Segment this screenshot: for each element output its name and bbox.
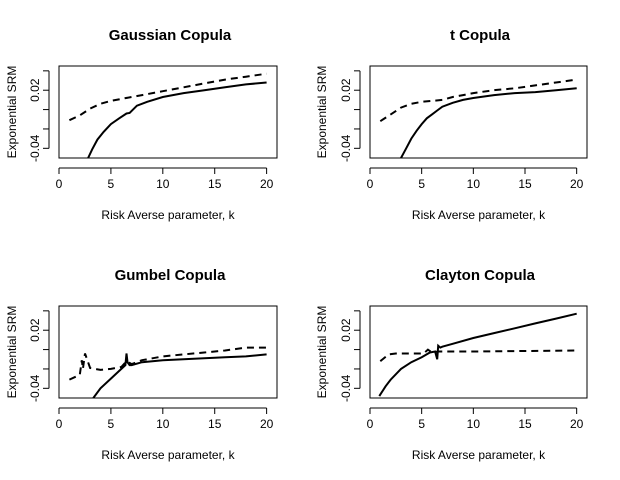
y-tick-label: -0.04 bbox=[28, 134, 42, 162]
x-axis-label: Risk Averse parameter, k bbox=[412, 448, 546, 462]
x-axis-label: Risk Averse parameter, k bbox=[101, 448, 235, 462]
x-tick-label: 20 bbox=[260, 417, 274, 431]
x-tick-label: 0 bbox=[56, 177, 63, 191]
y-axis: -0.04 0.02 bbox=[339, 310, 361, 402]
plot-frame bbox=[369, 65, 588, 159]
x-tick-label: 20 bbox=[570, 177, 584, 191]
x-tick-label: 20 bbox=[570, 417, 584, 431]
x-tick-label: 10 bbox=[467, 417, 481, 431]
y-axis: -0.04 0.02 bbox=[28, 70, 50, 162]
panel-1: Gaussian Copula 0 5 10 15 20 Risk Averse param… bbox=[5, 27, 278, 222]
y-tick-label: 0.02 bbox=[339, 78, 353, 102]
series-dashed-line bbox=[379, 348, 577, 362]
x-tick-label: 0 bbox=[56, 417, 63, 431]
plot-frame bbox=[58, 65, 278, 159]
chart-title: Clayton Copula bbox=[425, 267, 536, 284]
x-axis: 0 5 10 15 20 bbox=[367, 407, 584, 431]
chart-title: t Copula bbox=[450, 27, 511, 44]
x-tick-label: 15 bbox=[208, 417, 222, 431]
chart-title: Gaussian Copula bbox=[109, 27, 232, 44]
y-tick-label: 0.02 bbox=[28, 318, 42, 342]
series-dashed-line bbox=[68, 346, 267, 381]
y-axis-label: Exponential SRM bbox=[315, 66, 329, 159]
plot-frame bbox=[369, 305, 588, 399]
x-axis: 0 5 10 15 20 bbox=[367, 167, 584, 191]
chart-title: Gumbel Copula bbox=[115, 267, 226, 284]
y-axis-label: Exponential SRM bbox=[5, 66, 19, 159]
panel-3: Gumbel Copula 0 5 10 15 20 Risk Averse paramet… bbox=[5, 267, 278, 462]
x-tick-label: 20 bbox=[260, 177, 274, 191]
y-tick-label: -0.04 bbox=[339, 134, 353, 162]
series-solid-line bbox=[92, 353, 267, 398]
series-dashed-line bbox=[68, 72, 267, 122]
series-solid-line bbox=[87, 81, 267, 158]
y-tick-label: -0.04 bbox=[28, 374, 42, 402]
y-axis: -0.04 0.02 bbox=[339, 70, 361, 162]
y-tick-label: 0.02 bbox=[339, 318, 353, 342]
x-tick-label: 10 bbox=[156, 417, 170, 431]
panel-2: t Copula 0 5 10 15 20 Risk Averse parameter, k… bbox=[315, 27, 588, 222]
x-axis-label: Risk Averse parameter, k bbox=[101, 208, 235, 222]
x-tick-label: 10 bbox=[467, 177, 481, 191]
x-tick-label: 15 bbox=[208, 177, 222, 191]
x-tick-label: 15 bbox=[518, 177, 532, 191]
series-solid-line bbox=[400, 87, 577, 158]
x-tick-label: 10 bbox=[156, 177, 170, 191]
x-axis-label: Risk Averse parameter, k bbox=[412, 208, 546, 222]
y-axis-label: Exponential SRM bbox=[5, 306, 19, 399]
y-axis: -0.04 0.02 bbox=[28, 310, 50, 402]
y-tick-label: 0.02 bbox=[28, 78, 42, 102]
x-tick-label: 0 bbox=[367, 177, 374, 191]
panel-4: Clayton Copula 0 5 10 15 20 Risk Averse parame… bbox=[315, 267, 588, 462]
series-dashed-line bbox=[379, 78, 577, 123]
x-tick-label: 15 bbox=[518, 417, 532, 431]
plot-frame bbox=[58, 305, 278, 399]
x-tick-label: 5 bbox=[418, 417, 425, 431]
x-tick-label: 0 bbox=[367, 417, 374, 431]
x-tick-label: 5 bbox=[108, 417, 115, 431]
series-solid-line bbox=[378, 312, 577, 397]
y-tick-label: -0.04 bbox=[339, 374, 353, 402]
x-axis: 0 5 10 15 20 bbox=[56, 167, 274, 191]
x-tick-label: 5 bbox=[108, 177, 115, 191]
y-axis-label: Exponential SRM bbox=[315, 306, 329, 399]
x-axis: 0 5 10 15 20 bbox=[56, 407, 274, 431]
x-tick-label: 5 bbox=[418, 177, 425, 191]
